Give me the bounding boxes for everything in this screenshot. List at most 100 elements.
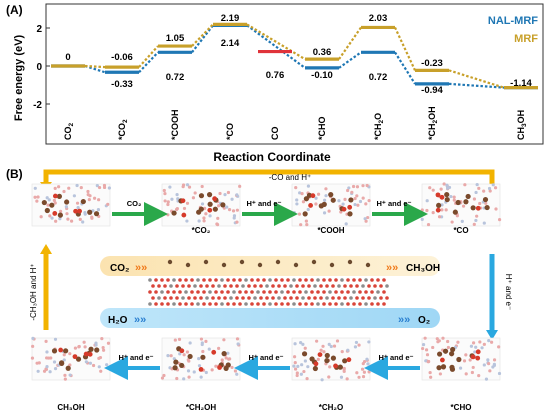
carbon-atom xyxy=(347,211,353,217)
lattice-atom xyxy=(185,201,190,205)
lattice-atom xyxy=(187,359,191,363)
y-axis-ticks: 2 0 -2 xyxy=(33,24,50,111)
lattice-atom xyxy=(421,346,425,351)
lattice-atom xyxy=(492,358,497,362)
slab-atom xyxy=(349,284,353,288)
lattice-atom xyxy=(215,223,220,227)
slab-atom xyxy=(304,302,308,306)
lattice-atom xyxy=(225,205,229,209)
lattice-atom xyxy=(361,196,365,200)
slab-atom xyxy=(346,290,350,294)
connector-mrf xyxy=(191,23,214,47)
lattice-atom xyxy=(182,377,186,381)
lattice-atom xyxy=(199,337,204,341)
state-labels: *CO₂ *COOH *CO CH₃OH *CH₂OH *CH₂O *CHO xyxy=(57,226,471,412)
slab-atom xyxy=(298,278,302,282)
energy-value-label: -1.14 xyxy=(510,78,532,89)
slab-atom xyxy=(223,296,227,300)
lattice-atom xyxy=(235,208,239,212)
slab-atom xyxy=(334,302,338,306)
lattice-atom xyxy=(482,221,486,225)
lattice-atom xyxy=(361,184,365,188)
slab-atom xyxy=(301,284,305,288)
lattice-atom xyxy=(337,199,341,203)
adsorbate-atom xyxy=(311,259,317,265)
connector-nal-mrf xyxy=(246,24,306,69)
connector-nal-mrf xyxy=(191,24,214,53)
lattice-atom xyxy=(344,222,348,226)
lattice-atom xyxy=(182,206,187,211)
slab-atom xyxy=(244,290,248,294)
lattice-atom xyxy=(44,339,48,343)
slab-atom xyxy=(301,296,305,300)
oxygen-atom xyxy=(217,365,222,370)
slab-atom xyxy=(148,278,152,282)
lattice-atom xyxy=(497,371,502,376)
lattice-atom xyxy=(106,341,111,345)
x-axis-title: Reaction Coordinate xyxy=(213,150,331,164)
connector-mrf xyxy=(448,69,505,89)
carbon-atom xyxy=(342,358,348,364)
lattice-atom xyxy=(301,342,305,346)
x-category-labels: CO2 *CO2 *COOH *CO CO *CHO *CH2O *CH2OH CH3OH xyxy=(63,106,528,140)
lattice-atom xyxy=(75,201,80,205)
slab-atom xyxy=(154,278,158,282)
oxygen-atom xyxy=(72,354,78,360)
lattice-atom xyxy=(300,363,304,367)
lattice-atom xyxy=(202,216,206,220)
category-label: *CH2O xyxy=(373,113,385,140)
lattice-atom xyxy=(87,197,91,202)
lattice-atom xyxy=(39,215,43,219)
lattice-atom xyxy=(487,362,491,366)
lattice-atom xyxy=(197,364,202,368)
energy-value-label: 0.76 xyxy=(266,70,285,81)
lattice-atom xyxy=(46,203,50,207)
carbon-atom xyxy=(465,193,471,200)
lattice-atom xyxy=(468,358,472,362)
energy-value-label: 0.72 xyxy=(369,72,388,83)
slab-atom xyxy=(190,290,194,294)
connector-mrf xyxy=(246,23,306,61)
lattice-atom xyxy=(230,365,234,370)
carbon-atom xyxy=(171,210,177,216)
lattice-atom xyxy=(95,183,99,188)
lattice-atom xyxy=(78,217,82,222)
slab-atom xyxy=(160,302,164,306)
lattice-atom xyxy=(445,186,450,190)
lattice-atom xyxy=(42,369,47,373)
carbon-atom xyxy=(328,192,334,198)
left-loop-label: -CH₃OH and H⁺ xyxy=(29,263,38,320)
lattice-atom xyxy=(471,365,475,370)
slab-atom xyxy=(352,290,356,294)
slab-atom xyxy=(259,296,263,300)
lattice-atom xyxy=(342,369,346,373)
slab-atom xyxy=(187,284,191,288)
lattice-atom xyxy=(47,198,51,202)
lattice-atom xyxy=(192,370,196,374)
slab-atom xyxy=(214,302,218,306)
lattice-atom xyxy=(91,363,96,368)
lattice-atom xyxy=(186,369,191,373)
carbon-atom xyxy=(179,362,185,369)
lattice-atom xyxy=(452,198,456,202)
energy-value-label: 2.03 xyxy=(369,13,388,24)
carbon-atom xyxy=(75,356,82,362)
adsorbate-atom xyxy=(257,262,263,268)
panel-b-label: (B) xyxy=(6,167,23,181)
lattice-atom xyxy=(327,342,331,346)
lattice-atom xyxy=(235,337,240,341)
slab-atom xyxy=(199,296,203,300)
catalyst-slab-icon xyxy=(148,259,389,306)
slab-atom xyxy=(376,278,380,282)
structure-tiles xyxy=(30,182,502,382)
slab-atom xyxy=(307,284,311,288)
carbon-atom xyxy=(437,351,443,357)
slab-atom xyxy=(244,278,248,282)
slab-atom xyxy=(256,290,260,294)
lattice-atom xyxy=(332,344,337,348)
lattice-atom xyxy=(357,375,361,379)
lattice-atom xyxy=(324,194,328,198)
lattice-atom xyxy=(77,345,81,349)
lattice-atom xyxy=(228,357,232,361)
slab-atom xyxy=(376,290,380,294)
